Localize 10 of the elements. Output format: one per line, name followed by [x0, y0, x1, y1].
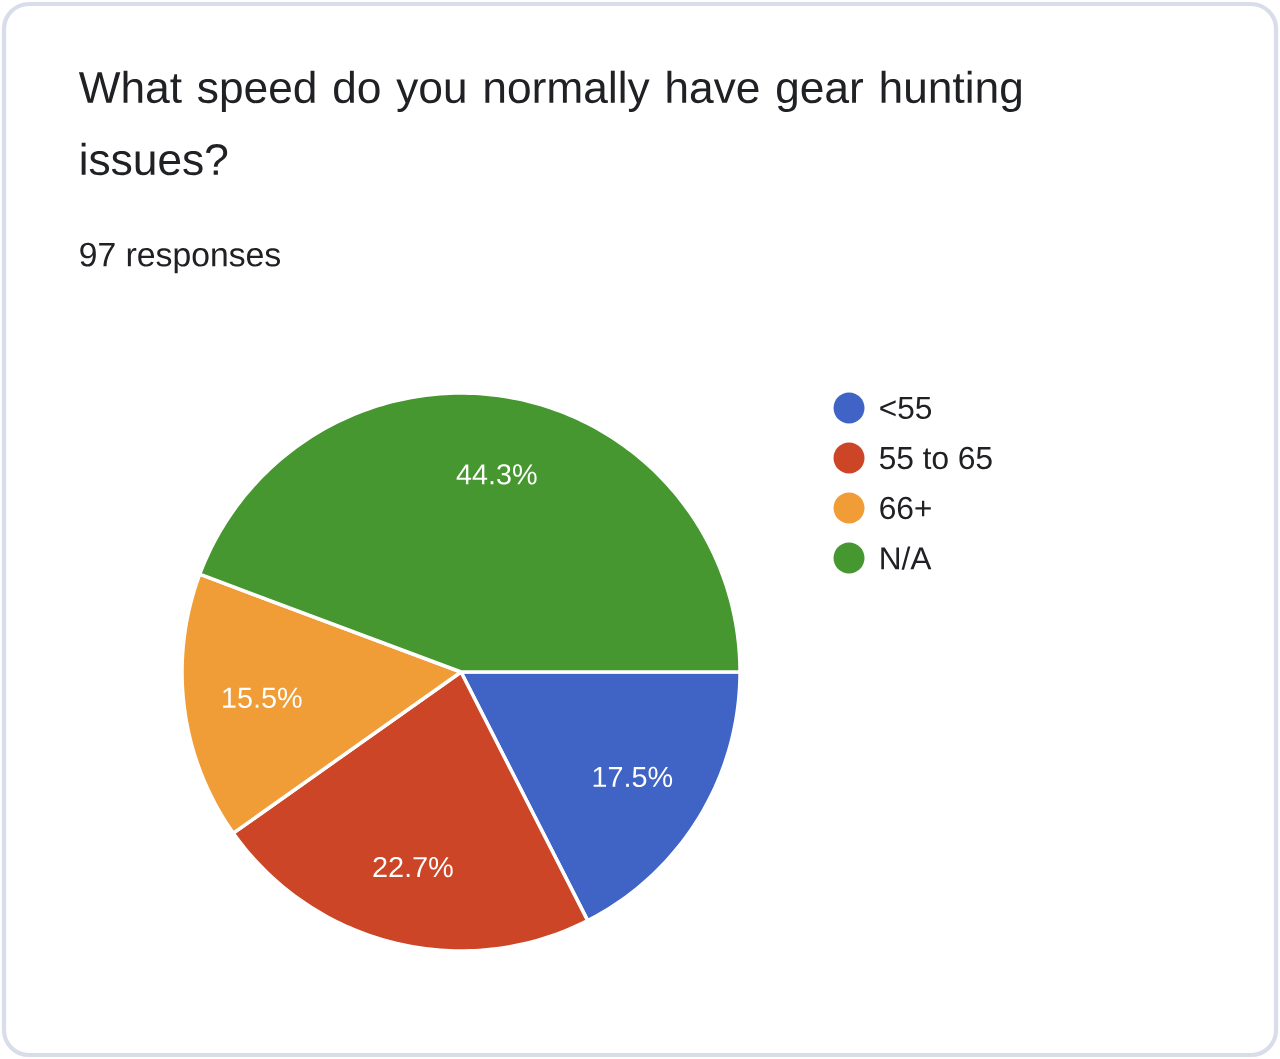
data-label: 15.5%	[223, 687, 302, 708]
legend-label: <55	[880, 396, 932, 420]
data-label: 22.7%	[373, 856, 453, 878]
chart-title: What speed do you normally have gear hunting issues?	[78, 70, 1021, 176]
data-label: 44.3%	[456, 464, 537, 485]
legend-label: 55 to 65	[879, 446, 992, 470]
legend-label: 66+	[880, 496, 931, 520]
data-label: 17.5%	[593, 766, 673, 788]
chart-subtitle: 97 responses	[80, 242, 280, 274]
legend-label: N/A	[881, 546, 932, 570]
